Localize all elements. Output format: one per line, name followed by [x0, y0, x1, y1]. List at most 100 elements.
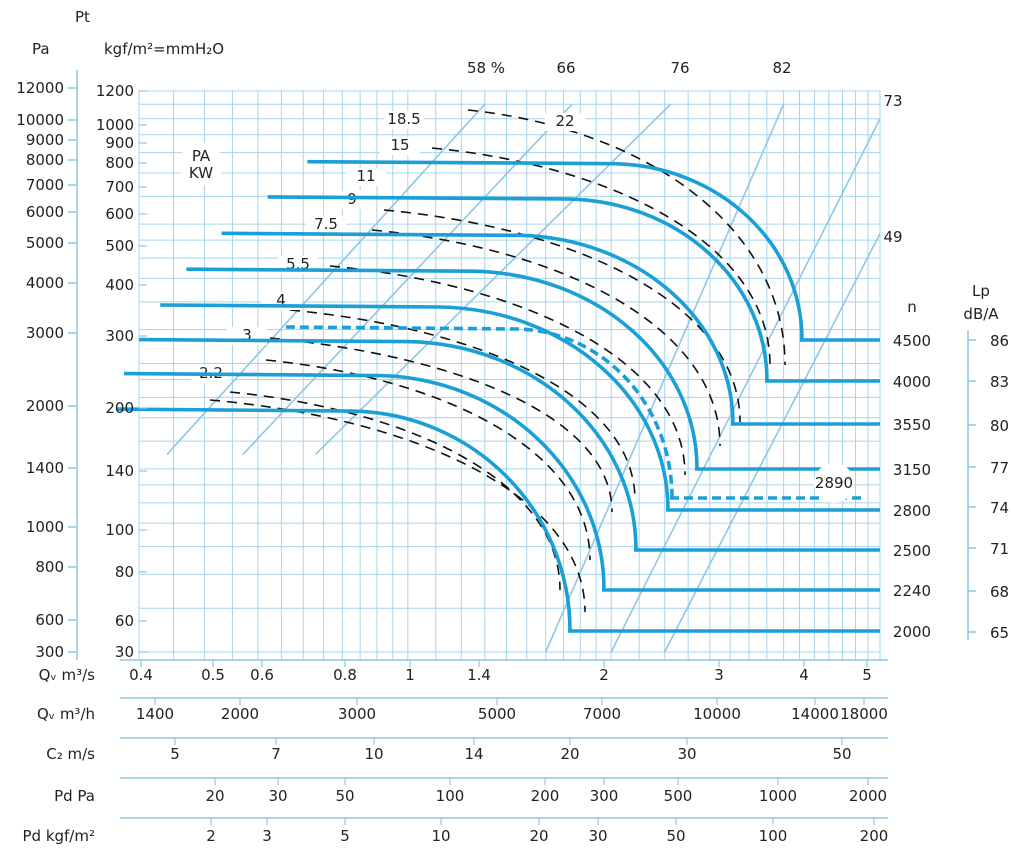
scale-tick-label: 20	[205, 787, 224, 805]
power-label: 7.5	[314, 215, 338, 233]
pa-tick-label: 8000	[26, 151, 64, 169]
pa-kw-badge	[179, 142, 223, 186]
scale-tick-label: 10	[364, 745, 383, 763]
scale-tick-label: 7	[271, 745, 281, 763]
left-axes: 12000 10000 9000 8000 7000 6000 5000 4000 3000 20…	[16, 70, 147, 661]
speed-label: 3150	[893, 461, 931, 479]
db-tick-label: 71	[990, 540, 1009, 558]
db-tick-label: 65	[990, 624, 1009, 642]
speed-label: 4000	[893, 373, 931, 391]
pa-unit-label: Pa	[32, 40, 50, 58]
power-label-bg	[545, 113, 585, 131]
dashed-speed-label: 2890	[815, 474, 853, 492]
scale-tick-label: 5000	[478, 705, 516, 723]
efficiency-line	[544, 103, 785, 653]
power-label: 18.5	[387, 110, 420, 128]
power-dashed-curve	[467, 109, 786, 366]
kgf-unit-label: kgf/m²=mmH₂O	[104, 40, 224, 58]
efficiency-label: 82	[772, 59, 791, 77]
scale-tick-label: 30	[588, 827, 607, 845]
efficiency-label: 58 %	[467, 59, 505, 77]
kgf-tick-label: 1200	[96, 82, 134, 100]
scale-tick-label: 1000	[759, 787, 797, 805]
kgf-tick-label: 600	[105, 205, 134, 223]
kgf-tick-label: 30	[115, 643, 134, 661]
power-dashed-curve	[431, 147, 771, 366]
scale-tick-label: 5	[862, 666, 872, 684]
efficiency-label: 66	[556, 59, 575, 77]
efficiency-line	[314, 103, 672, 455]
kgf-tick-label: 700	[105, 178, 134, 196]
power-dashed-curve	[329, 265, 686, 476]
efficiency-label: 49	[883, 228, 902, 246]
scale-label: Qᵥ m³/s	[39, 666, 96, 684]
pa-tick-label: 12000	[16, 79, 64, 97]
scale-tick-label: 2000	[849, 787, 887, 805]
dashed-label-bg	[814, 463, 854, 503]
scale-tick-label: 3	[714, 666, 724, 684]
scale-tick-label: 30	[268, 787, 287, 805]
speed-label: 4500	[893, 332, 931, 350]
scale-tick-label: 0.6	[250, 666, 274, 684]
scale-tick-label: 500	[664, 787, 693, 805]
db-tick-label: 74	[990, 499, 1009, 517]
power-label-bg	[306, 216, 346, 234]
scale-tick-label: 10	[431, 827, 450, 845]
kgf-tick-label: 400	[105, 276, 134, 294]
power-label-bg	[384, 111, 424, 129]
scale-tick-label: 50	[335, 787, 354, 805]
scale-tick-label: 2	[206, 827, 216, 845]
speed-curve	[123, 371, 606, 591]
pa-tick-label: 600	[35, 611, 64, 629]
power-dashed-curve	[289, 309, 636, 501]
scale-tick-label: 3000	[338, 705, 376, 723]
scale-label: Pd kgf/m²	[22, 827, 95, 845]
power-label: 4	[276, 291, 286, 309]
right-axes: 86 83 80 77 74 71 68 65	[967, 330, 1009, 642]
scale-tick-label: 0.5	[201, 666, 225, 684]
speed-curve	[116, 407, 572, 632]
scale-tick-label: 7000	[583, 705, 621, 723]
scale-tick-label: 200	[531, 787, 560, 805]
speed-curves: 4500 4000 3550 3150 2800 2500 2240 2000 2890	[116, 159, 931, 641]
db-tick-label: 68	[990, 583, 1009, 601]
pt-label: Pt	[75, 8, 90, 26]
power-dashed-curve	[371, 229, 721, 447]
scale-tick-label: 2	[599, 666, 609, 684]
scale-tick-label: 0.8	[333, 666, 357, 684]
scale-tick-label: 1400	[136, 705, 174, 723]
pa-tick-label: 300	[35, 643, 64, 661]
scale-tick-label: 20	[560, 745, 579, 763]
kgf-tick-label: 200	[105, 399, 134, 417]
pa-tick-label: 5000	[26, 234, 64, 252]
kgf-tick-label: 300	[105, 327, 134, 345]
scale-tick-label: 18000	[840, 705, 888, 723]
speed-curve	[221, 231, 735, 425]
n-label: n	[907, 298, 917, 316]
speed-label: 3550	[893, 416, 931, 434]
pa-tick-label: 800	[35, 558, 64, 576]
kgf-tick-label: 500	[105, 237, 134, 255]
efficiency-label: 73	[883, 92, 902, 110]
power-label-bg	[346, 168, 386, 186]
pa-tick-label: 7000	[26, 176, 64, 194]
efficiency-line	[663, 233, 881, 653]
power-label: 22	[555, 112, 574, 130]
scale-tick-label: 5	[340, 827, 350, 845]
power-label: 15	[390, 136, 409, 154]
speed-label: 2000	[893, 623, 931, 641]
scale-tick-label: 1.4	[467, 666, 491, 684]
power-label-bg	[380, 137, 420, 155]
scale-tick-label: 3	[262, 827, 272, 845]
scale-tick-label: 50	[666, 827, 685, 845]
speed-label: 2500	[893, 542, 931, 560]
db-tick-label: 86	[990, 332, 1009, 350]
scale-tick-label: 100	[436, 787, 465, 805]
pa-tick-label: 4000	[26, 274, 64, 292]
power-dashed-curve	[265, 359, 591, 561]
efficiency-label: 76	[670, 59, 689, 77]
kgf-tick-label: 140	[105, 462, 134, 480]
scale-tick-label: 10000	[693, 705, 741, 723]
